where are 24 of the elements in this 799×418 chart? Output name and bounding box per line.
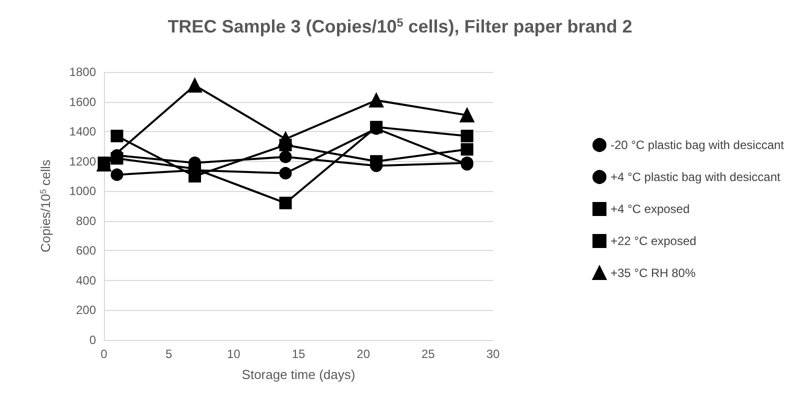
y-tick-label: 1600: [69, 94, 96, 109]
legend-label: +4 °C plastic bag with desiccant: [610, 170, 782, 184]
y-tick-label: 200: [76, 303, 96, 318]
y-tick-label: 1200: [69, 154, 96, 168]
y-tick-label: 400: [76, 273, 96, 288]
y-tick-label: 1400: [69, 124, 96, 139]
y-tick-label: 800: [76, 214, 96, 228]
y-tick-label: 0: [89, 333, 96, 347]
legend-label: +35 °C RH 80%: [610, 266, 696, 280]
x-tick-label: 20: [356, 347, 370, 361]
legend-label: -20 °C plastic bag with desiccant: [610, 138, 785, 152]
x-tick-label: 0: [100, 347, 108, 361]
legend-label: +22 °C exposed: [610, 234, 696, 248]
x-tick-label: 15: [292, 347, 306, 361]
legend-label: +4 °C exposed: [610, 202, 690, 216]
x-tick-label: 25: [421, 347, 436, 361]
x-tick-label: 5: [165, 347, 172, 361]
y-tick-label: 1000: [69, 184, 96, 198]
x-tick-label: 10: [226, 347, 241, 361]
y-tick-label: 600: [76, 244, 96, 258]
x-axis-title: Storage time (days): [242, 367, 356, 382]
x-tick-label: 30: [486, 347, 500, 361]
y-tick-label: 1800: [69, 65, 96, 79]
y-axis-title: Copies/105 cells: [38, 159, 53, 252]
